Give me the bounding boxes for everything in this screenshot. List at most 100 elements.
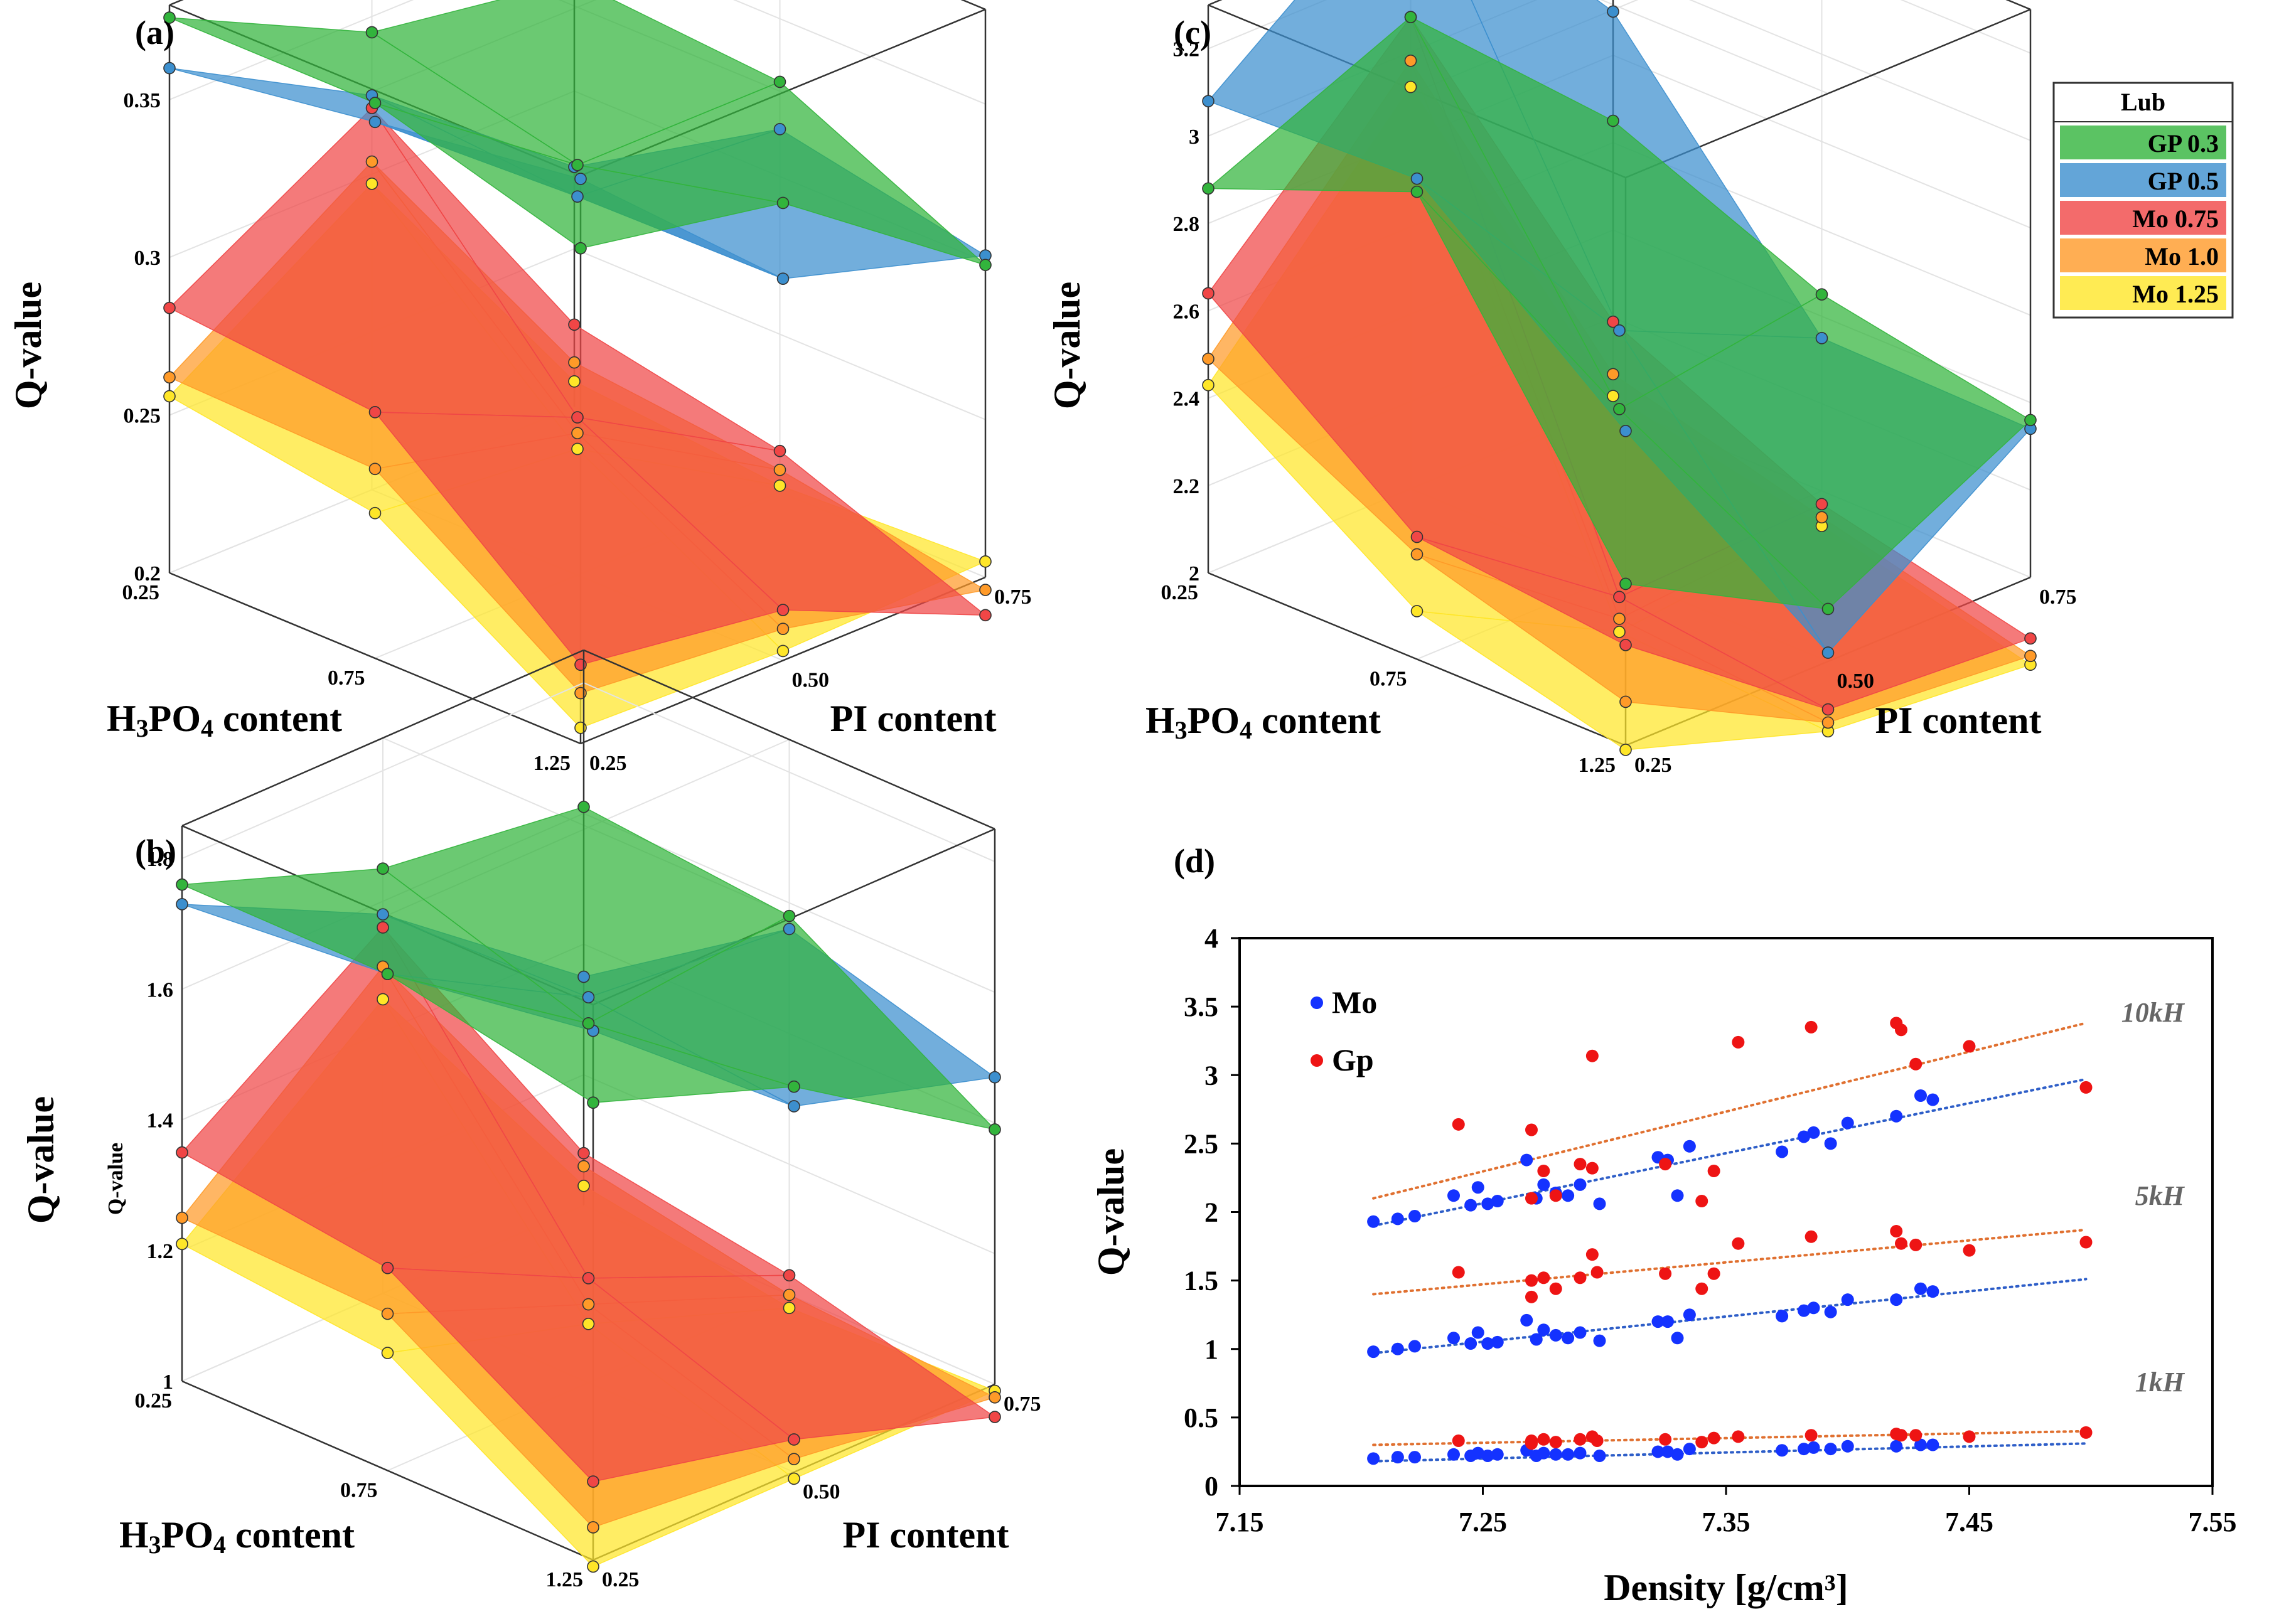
data-point — [176, 1211, 188, 1224]
data-point — [1695, 1436, 1708, 1449]
axis-edge — [583, 649, 995, 830]
x-tick-label: 7.25 — [1459, 1507, 1507, 1537]
z-tick-label: 3.2 — [1173, 38, 1200, 61]
data-point — [1895, 1429, 1907, 1442]
data-point — [1367, 1345, 1380, 1359]
data-points — [163, 11, 992, 734]
data-point — [176, 1237, 188, 1251]
data-point — [979, 609, 992, 622]
data-point — [574, 242, 587, 255]
data-point — [1549, 1448, 1562, 1461]
data-point — [568, 318, 581, 331]
data-point — [1590, 1266, 1604, 1279]
data-point — [1202, 378, 1215, 392]
data-point — [176, 1146, 188, 1159]
data-point — [1841, 1440, 1854, 1453]
data-point — [1815, 288, 1828, 301]
z-tick-label: 1.6 — [147, 978, 174, 1002]
h3po4-tick-label: 0.75 — [340, 1479, 378, 1502]
legend-entry-label: GP 0.3 — [2148, 129, 2219, 158]
data-point — [1562, 1189, 1575, 1202]
panel-d: (d) 0 0.5 1 1.5 2 2.5 3 3.5 4 7.15 7.25 7.35 7.45 7.55… — [1090, 842, 2237, 1608]
data-point — [1607, 315, 1619, 328]
data-point — [979, 259, 992, 272]
legend-marker — [1311, 996, 1323, 1009]
axis-edge — [181, 649, 584, 827]
data-point — [1404, 11, 1417, 23]
data-point — [979, 555, 992, 568]
legend-marker — [1311, 1054, 1323, 1067]
data-point — [2079, 1081, 2093, 1094]
data-point — [1841, 1293, 1854, 1306]
data-point — [1695, 1195, 1708, 1208]
h3po4-tick-label: 1.25 — [546, 1568, 584, 1591]
data-point — [582, 1017, 595, 1030]
trendline — [1372, 1429, 2088, 1446]
data-point — [1410, 172, 1424, 185]
data-point — [1525, 1290, 1538, 1303]
x-tick-label: 7.15 — [1216, 1507, 1264, 1537]
surfaces — [181, 806, 997, 1568]
data-point — [571, 190, 584, 203]
data-point — [1481, 1337, 1494, 1350]
data-point — [1447, 1189, 1460, 1202]
z-tick-label: 3 — [1189, 126, 1199, 149]
data-point — [1824, 1137, 1837, 1150]
data-point — [1659, 1158, 1672, 1171]
data-point — [773, 464, 786, 476]
z-axis-label: Q-value — [8, 282, 49, 409]
z-tick-label: 1.2 — [147, 1240, 174, 1263]
data-point — [368, 462, 382, 476]
data-point — [1481, 1197, 1494, 1210]
data-point — [1464, 1199, 1477, 1212]
legend-title: Lub — [2121, 88, 2165, 116]
h3po4-tick-label: 0.25 — [122, 581, 160, 604]
data-point — [1841, 1116, 1854, 1130]
panel-b: 1 1.2 1.4 1.6 1.8 0.25 0.75 1.25 0.25 0.50 0.75 (b)… — [20, 649, 1041, 1591]
data-point — [1683, 1443, 1696, 1456]
x-axis-label: Density [g/cm³] — [1604, 1567, 1848, 1608]
data-point — [1404, 80, 1417, 93]
data-point — [1410, 185, 1424, 198]
z-tick-label: 0.2 — [134, 562, 161, 585]
data-point — [1549, 1436, 1562, 1449]
data-point — [1452, 1434, 1465, 1447]
data-point — [1671, 1448, 1684, 1461]
z-axis-label: Q-value — [20, 1096, 62, 1224]
data-point — [1408, 1451, 1421, 1464]
data-point — [979, 584, 992, 596]
data-point — [1590, 1434, 1604, 1447]
pi-axis-label: PI content — [830, 698, 997, 739]
data-point — [365, 155, 378, 168]
data-point — [1890, 1293, 1903, 1306]
data-point — [1537, 1178, 1550, 1191]
plot-area — [1238, 937, 2214, 1487]
legend-entry-label: Mo 0.75 — [2132, 205, 2219, 233]
z-tick-labels: 2 2.2 2.4 2.6 2.8 3 3.2 0.25 0.75 1.25 0.25 0.50 0.7… — [1161, 38, 2077, 777]
data-point — [1452, 1266, 1465, 1279]
h3po4-tick-label: 0.75 — [1370, 668, 1407, 691]
data-point — [989, 1071, 1001, 1084]
data-point — [1963, 1040, 1976, 1053]
panel-label: (a) — [135, 14, 174, 51]
data-point — [2079, 1236, 2093, 1249]
data-point — [571, 427, 584, 440]
data-point — [1619, 424, 1632, 437]
pi-axis-label: PI content — [1875, 700, 2042, 741]
data-point — [1537, 1433, 1550, 1446]
legend-swatch — [2060, 201, 2226, 235]
h3po4-axis-label: H3PO4 content — [107, 698, 342, 742]
data-point — [1890, 1109, 1903, 1123]
data-point — [1613, 324, 1626, 337]
data-point — [1776, 1145, 1789, 1158]
legend-label: Gp — [1332, 1042, 1374, 1077]
data-point — [1391, 1342, 1404, 1355]
legend-entry-label: Mo 1.25 — [2132, 280, 2219, 308]
h3po4-tick-label: 0.25 — [135, 1389, 173, 1413]
pi-tick-label: 0.50 — [792, 669, 830, 692]
pi-tick-label: 0.75 — [1004, 1392, 1041, 1416]
data-point — [1367, 1452, 1380, 1465]
data-point — [1776, 1310, 1789, 1323]
data-point — [1447, 1448, 1460, 1461]
